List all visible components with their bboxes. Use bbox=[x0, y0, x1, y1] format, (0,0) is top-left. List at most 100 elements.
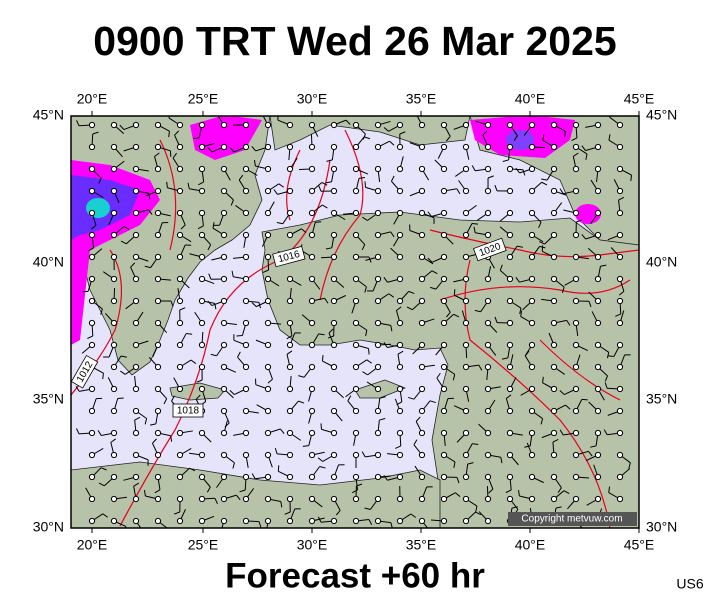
barb-station bbox=[528, 451, 536, 459]
barb-station bbox=[528, 407, 536, 415]
barb-flag bbox=[607, 355, 614, 357]
barb-station bbox=[572, 319, 580, 327]
barb-flag bbox=[232, 462, 235, 469]
barb-flag bbox=[390, 175, 395, 182]
barb-station bbox=[88, 231, 96, 239]
barb-flag bbox=[519, 307, 522, 315]
barb-flag bbox=[429, 400, 436, 404]
barb-station bbox=[88, 165, 96, 173]
barb-station bbox=[330, 231, 338, 239]
barb-flag bbox=[456, 188, 461, 195]
barb-flag bbox=[274, 448, 278, 455]
barb-station bbox=[88, 517, 96, 525]
barb-flag bbox=[390, 325, 393, 332]
barb-station bbox=[374, 231, 382, 239]
barb-station bbox=[198, 363, 206, 371]
barb-flag bbox=[505, 489, 512, 494]
barb-flag bbox=[516, 245, 524, 248]
barb-station bbox=[308, 319, 316, 327]
barb-flag bbox=[154, 152, 160, 157]
barb-station bbox=[154, 319, 162, 327]
barb-flag bbox=[279, 428, 285, 434]
barb-station bbox=[264, 165, 272, 173]
barb-flag bbox=[383, 342, 388, 348]
barb-station bbox=[374, 495, 382, 503]
barb-station bbox=[176, 143, 184, 151]
barb-flag bbox=[541, 181, 548, 186]
barb-station bbox=[418, 341, 426, 349]
barb-station bbox=[440, 407, 448, 415]
barb-flag bbox=[298, 375, 305, 378]
barb-station bbox=[308, 473, 316, 481]
barb-flag bbox=[399, 131, 406, 135]
barb-flag bbox=[368, 256, 372, 263]
barb-flag bbox=[335, 510, 341, 516]
barb-flag bbox=[436, 372, 441, 379]
barb-station bbox=[330, 143, 338, 151]
barb-flag bbox=[452, 374, 456, 381]
barb-flag bbox=[317, 457, 324, 462]
barb-station bbox=[198, 517, 206, 525]
barb-flag bbox=[482, 130, 488, 136]
barb-station bbox=[154, 143, 162, 151]
barb-station bbox=[484, 407, 492, 415]
barb-station bbox=[132, 473, 140, 481]
barb-station bbox=[506, 473, 514, 481]
lat-label: 45°N bbox=[33, 107, 64, 123]
lat-label: 35°N bbox=[33, 391, 64, 407]
barb-station bbox=[484, 473, 492, 481]
barb-station bbox=[264, 495, 272, 503]
barb-station bbox=[462, 319, 470, 327]
isobar-label: 1018 bbox=[177, 406, 200, 417]
barb-flag bbox=[471, 222, 479, 225]
barb-station bbox=[88, 275, 96, 283]
barb-station bbox=[418, 121, 426, 129]
barb-flag bbox=[511, 506, 518, 509]
barb-flag bbox=[278, 183, 285, 188]
barb-station bbox=[374, 275, 382, 283]
barb-flag bbox=[110, 438, 116, 443]
barb-station bbox=[220, 121, 228, 129]
barb-station bbox=[88, 429, 96, 437]
barb-station bbox=[330, 407, 338, 415]
barb-station bbox=[484, 209, 492, 217]
barb-flag bbox=[630, 175, 632, 182]
barb-station bbox=[462, 231, 470, 239]
barb-station bbox=[220, 473, 228, 481]
barb-station bbox=[528, 297, 536, 305]
barb-flag bbox=[140, 532, 143, 537]
barb-station bbox=[418, 451, 426, 459]
barb-station bbox=[220, 429, 228, 437]
barb-station bbox=[550, 275, 558, 283]
barb-flag bbox=[318, 185, 322, 192]
barb-station bbox=[88, 407, 96, 415]
barb-flag bbox=[502, 159, 509, 162]
barb-flag bbox=[430, 286, 437, 290]
barb-station bbox=[110, 407, 118, 415]
barb-station bbox=[242, 187, 250, 195]
barb-station bbox=[484, 341, 492, 349]
barb-station bbox=[484, 517, 492, 525]
barb-station bbox=[154, 209, 162, 217]
barb-station bbox=[440, 143, 448, 151]
barb-flag bbox=[324, 297, 329, 304]
barb-flag bbox=[427, 257, 433, 263]
barb-station bbox=[550, 495, 558, 503]
barb-station bbox=[286, 473, 294, 481]
barb-flag bbox=[236, 494, 241, 501]
barb-station bbox=[88, 209, 96, 217]
barb-station bbox=[242, 165, 250, 173]
barb-station bbox=[550, 253, 558, 261]
barb-station bbox=[572, 121, 580, 129]
barb-station bbox=[418, 275, 426, 283]
barb-station bbox=[418, 495, 426, 503]
barb-station bbox=[594, 429, 602, 437]
barb-station bbox=[418, 517, 426, 525]
barb-station bbox=[154, 495, 162, 503]
barb-station bbox=[506, 429, 514, 437]
barb-station bbox=[154, 253, 162, 261]
barb-flag bbox=[390, 231, 395, 238]
barb-station bbox=[418, 187, 426, 195]
barb-station bbox=[308, 231, 316, 239]
barb-station bbox=[440, 297, 448, 305]
